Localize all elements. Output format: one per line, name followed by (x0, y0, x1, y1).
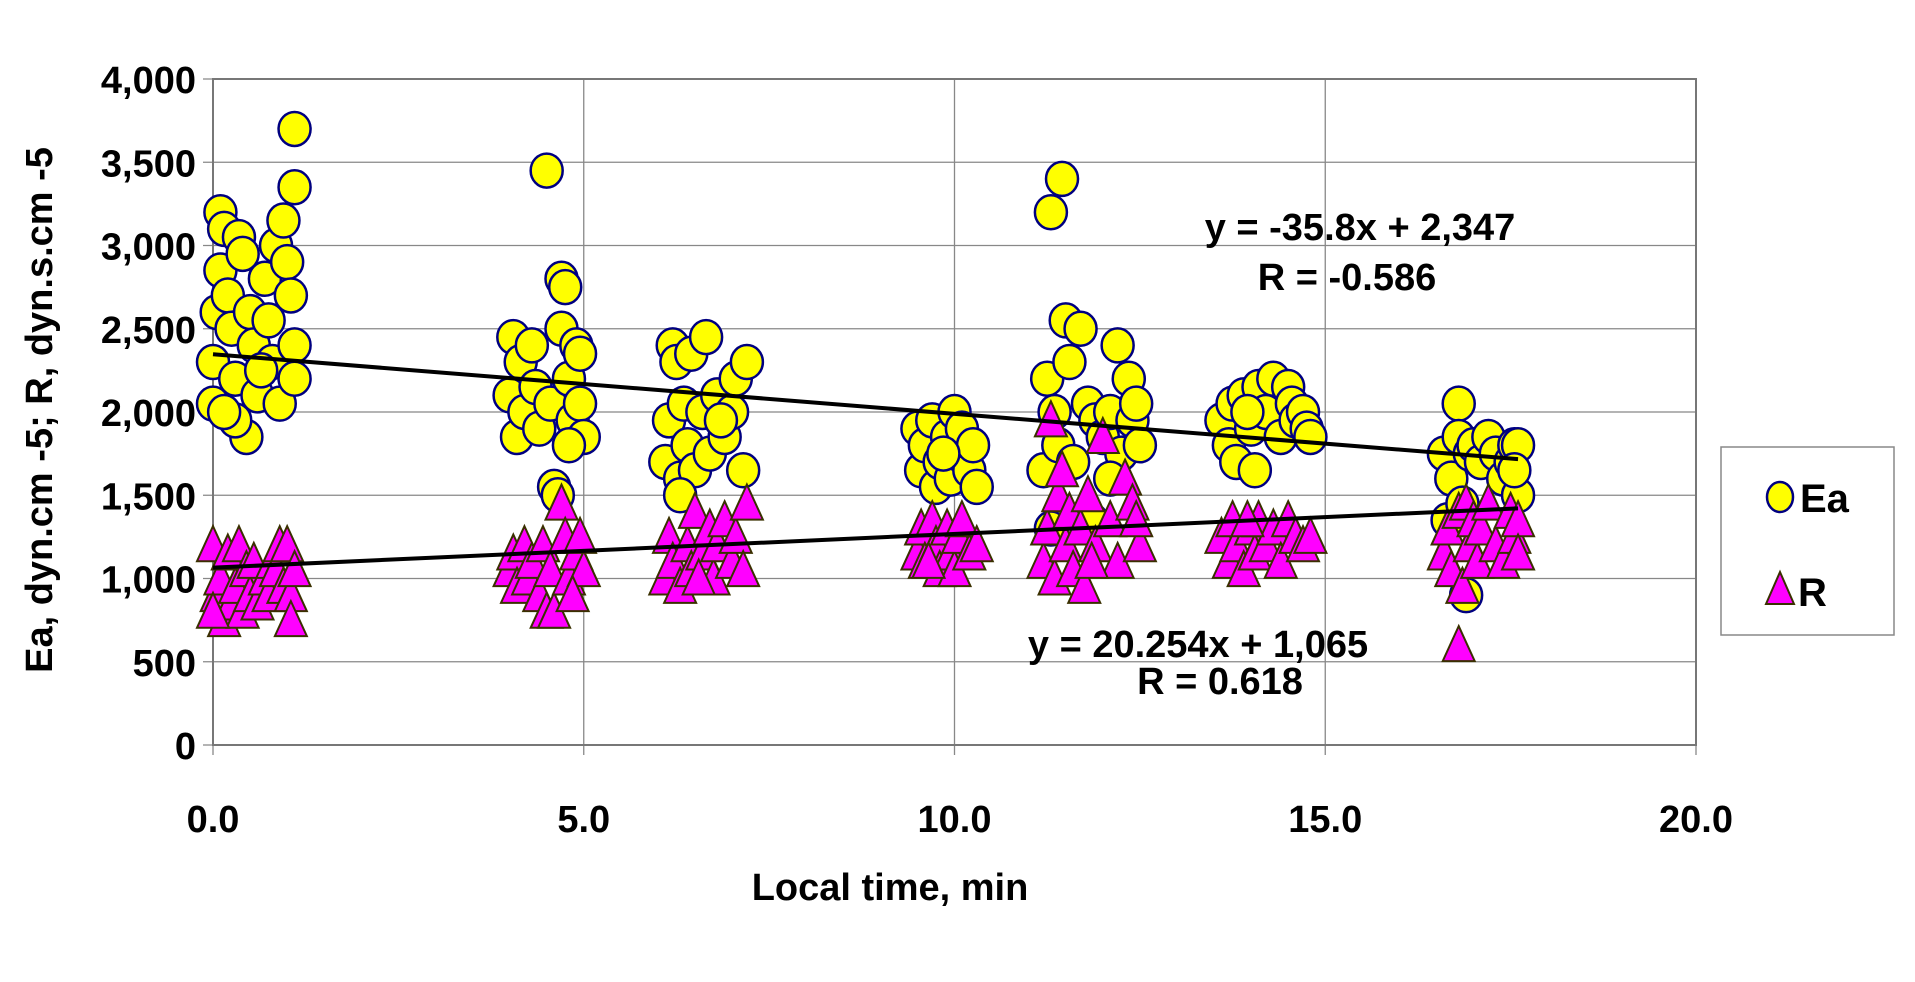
ea-point (1230, 393, 1265, 431)
y-tick-label: 1,000 (101, 560, 196, 602)
ea-point (926, 435, 961, 472)
r-point (944, 498, 980, 538)
ea-point (955, 427, 991, 464)
y-tick-labels: 0 500 1,000 1,500 2,000 2,500 3,000 3,500 4,000 (101, 60, 196, 768)
legend: Ea R (1720, 446, 1895, 636)
legend-box (1720, 446, 1895, 636)
r-trend-r: R = 0.618 (1137, 661, 1303, 703)
legend-r-label: R (1798, 571, 1827, 615)
ea-point (551, 427, 587, 464)
ea-point (277, 360, 312, 397)
y-tick-label: 2,500 (101, 310, 196, 352)
series-r-points (195, 398, 1536, 663)
y-tick-label: 0 (175, 726, 196, 768)
ea-point (1063, 310, 1098, 347)
x-axis-title: Local time, min (752, 867, 1029, 909)
r-trendline (212, 506, 1519, 570)
ea-point (1052, 343, 1087, 381)
y-tick-label: 500 (133, 643, 196, 685)
ea-point (277, 110, 312, 148)
ea-trend-r: R = -0.586 (1258, 257, 1437, 299)
ea-point (1033, 193, 1069, 231)
ea-point (725, 452, 761, 489)
r-point (1441, 623, 1477, 663)
y-tick-label: 4,000 (101, 60, 196, 102)
r-point (1070, 473, 1106, 513)
x-tick-label: 15.0 (1288, 799, 1362, 841)
r-point (1444, 565, 1480, 604)
ea-point (1293, 418, 1328, 456)
ea-trend-equation: y = -35.8x + 2,347 (1205, 207, 1516, 249)
ea-point (225, 235, 260, 273)
legend-ea-marker (1765, 480, 1795, 514)
r-point (729, 482, 765, 521)
ea-point (1118, 385, 1154, 422)
ea-point (729, 343, 765, 381)
r-point (725, 548, 761, 588)
r-point (566, 548, 602, 588)
ea-point (547, 268, 583, 306)
r-point (195, 590, 231, 629)
ea-point (277, 327, 312, 364)
ea-point (1497, 452, 1532, 489)
y-tick-label: 3,500 (101, 143, 196, 185)
ea-point (514, 327, 550, 364)
r-point (677, 490, 713, 529)
r-point (1463, 507, 1499, 546)
x-tick-label: 5.0 (557, 799, 610, 841)
ea-point (1100, 327, 1135, 364)
r-trend-equation: y = 20.254x + 1,065 (1028, 624, 1368, 666)
ea-point (251, 302, 286, 339)
ea-point (266, 202, 301, 239)
r-point (543, 482, 580, 521)
ea-point (243, 352, 279, 389)
y-tick-label: 3,000 (101, 227, 196, 269)
ea-point (1044, 160, 1080, 198)
r-point (1033, 398, 1069, 438)
ea-point (688, 318, 724, 356)
x-tick-label: 20.0 (1659, 799, 1733, 841)
r-point (1500, 532, 1536, 571)
trendlines (212, 352, 1519, 570)
legend-ea-label: Ea (1800, 477, 1850, 521)
legend-r-marker (1764, 569, 1796, 605)
ea-point (529, 152, 564, 189)
r-point (681, 557, 717, 596)
ea-point (562, 385, 598, 422)
r-point (277, 548, 313, 588)
x-tick-label: 0.0 (187, 799, 240, 841)
ea-point (1122, 427, 1158, 464)
ea-point (1237, 452, 1273, 489)
r-point (1122, 523, 1158, 563)
ea-point (269, 243, 305, 281)
ea-point (273, 277, 309, 314)
ea-point (959, 468, 994, 506)
y-tick-label: 2,000 (101, 393, 196, 435)
ea-point (277, 168, 312, 206)
y-axis-title: Ea, dyn.cm -5; R, dyn.s.cm -5 (19, 147, 61, 673)
r-point (1044, 448, 1080, 488)
y-tick-label: 1,500 (101, 476, 196, 518)
x-tick-labels: 0.0 5.0 10.0 15.0 20.0 (187, 799, 1733, 841)
r-point (532, 548, 568, 588)
ea-trendline (212, 352, 1519, 462)
r-point (1085, 415, 1121, 454)
r-point (273, 598, 309, 638)
r-point (910, 540, 947, 579)
ea-point (703, 402, 739, 439)
ea-point (206, 393, 242, 431)
r-point (1292, 515, 1328, 554)
x-tick-label: 10.0 (918, 799, 992, 841)
ea-point (1441, 385, 1476, 422)
r-point (555, 573, 591, 613)
r-point (1074, 540, 1110, 579)
r-point (959, 523, 995, 563)
ea-point (562, 335, 598, 372)
r-point (1066, 565, 1102, 604)
